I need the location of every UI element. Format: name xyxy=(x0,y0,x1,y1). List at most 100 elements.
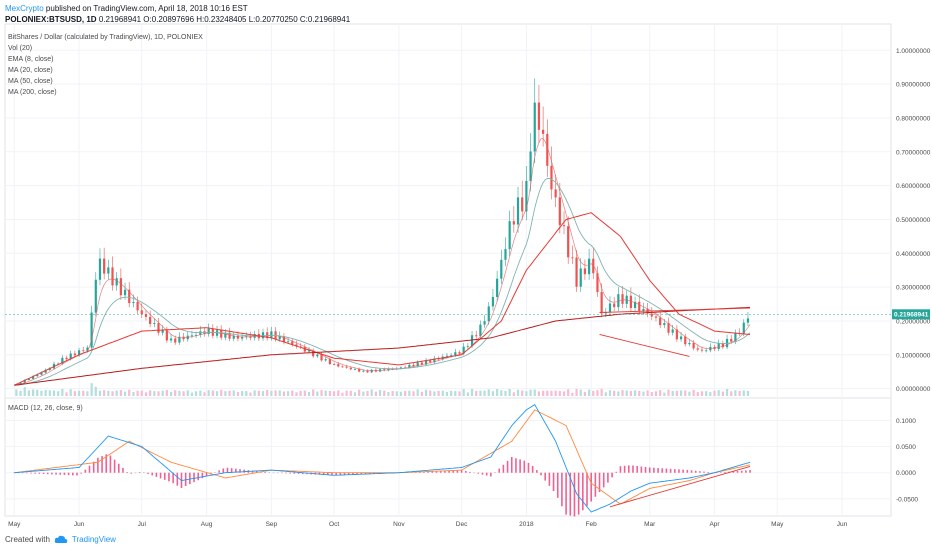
candle-body xyxy=(596,273,599,293)
macd-histogram-bar xyxy=(665,468,668,473)
volume-bar xyxy=(199,390,202,396)
macd-histogram-bar xyxy=(293,472,296,474)
candle-body xyxy=(500,259,503,279)
candle-body xyxy=(65,357,68,360)
candle-body xyxy=(107,267,110,274)
candle-body xyxy=(408,364,411,368)
macd-histogram-bar xyxy=(745,470,747,473)
price-tick-label: 0.90000000 xyxy=(896,82,931,89)
x-tick-label: Jun xyxy=(837,521,848,528)
volume-bar xyxy=(291,390,294,396)
volume-bar xyxy=(153,391,156,396)
macd-histogram-bar xyxy=(264,472,266,473)
candle-body xyxy=(353,369,357,370)
macd-histogram-bar xyxy=(623,465,626,473)
volume-bar xyxy=(86,391,89,396)
macd-tick-label: 0.1000 xyxy=(896,418,916,425)
macd-histogram-bar xyxy=(88,465,91,473)
candle-body xyxy=(236,335,240,339)
tradingview-brand[interactable]: TradingView xyxy=(71,535,116,544)
macd-histogram-bar xyxy=(536,470,538,473)
candle-body xyxy=(742,322,745,334)
volume-bar xyxy=(675,390,678,396)
candle-body xyxy=(328,359,332,365)
volume-bar xyxy=(633,390,637,396)
macd-legend[interactable]: MACD (12, 26, close, 9) xyxy=(8,405,83,412)
macd-histogram-bar xyxy=(423,471,425,473)
legend-item-ma20[interactable]: MA (20, close) xyxy=(8,67,53,74)
macd-histogram-bar xyxy=(193,472,195,483)
macd-histogram-bar xyxy=(339,472,342,476)
volume-bar xyxy=(650,392,653,396)
ma50-line xyxy=(14,212,751,386)
macd-histogram-bar xyxy=(356,472,358,475)
macd-histogram-bar xyxy=(531,465,534,473)
volume-bar xyxy=(303,390,306,396)
candle-body xyxy=(508,221,511,250)
candle-body xyxy=(479,324,482,337)
volume-bar xyxy=(61,388,64,396)
candle-body xyxy=(592,258,595,274)
macd-histogram-bar xyxy=(732,471,735,473)
macd-histogram-bar xyxy=(101,456,103,473)
candle-body xyxy=(429,360,432,363)
volume-bar xyxy=(725,389,729,396)
volume-bar xyxy=(249,392,252,396)
candle-body xyxy=(562,225,566,227)
candle-body xyxy=(27,378,31,381)
volume-bar xyxy=(111,391,114,396)
macd-histogram-bar xyxy=(38,472,41,474)
candle-body xyxy=(692,342,695,349)
candle-body xyxy=(659,317,662,326)
volume-bar xyxy=(450,390,453,396)
macd-histogram-bar xyxy=(51,472,53,475)
macd-histogram-bar xyxy=(155,472,158,477)
volume-bar xyxy=(642,391,645,396)
volume-bar xyxy=(671,390,674,396)
volume-bar xyxy=(479,390,482,396)
volume-bar xyxy=(713,390,716,396)
macd-histogram-bar xyxy=(189,472,191,485)
macd-histogram-bar xyxy=(469,471,471,473)
x-tick-label: 2018 xyxy=(519,521,534,528)
macd-histogram-bar xyxy=(628,465,630,473)
volume-bar xyxy=(48,390,51,396)
volume-bar xyxy=(316,391,319,396)
candle-body xyxy=(445,355,449,357)
volume-bar xyxy=(533,389,536,396)
macd-pane-frame xyxy=(4,397,892,517)
volume-bar xyxy=(278,390,281,396)
legend-item-ema8[interactable]: EMA (8, close) xyxy=(8,56,54,63)
volume-bar xyxy=(429,390,432,396)
macd-histogram-bar xyxy=(590,472,592,502)
macd-histogram-bar xyxy=(46,472,49,475)
volume-bar xyxy=(512,392,515,396)
volume-bar xyxy=(257,390,260,396)
support-trendline xyxy=(599,334,690,357)
volume-bar xyxy=(161,390,164,396)
candle-body xyxy=(629,295,632,308)
legend-item-vol[interactable]: Vol (20) xyxy=(8,45,32,52)
volume-bar xyxy=(433,391,436,396)
candle-body xyxy=(119,278,122,296)
volume-bar xyxy=(220,389,223,396)
volume-bar xyxy=(571,392,574,396)
price-tick-label: 0.60000000 xyxy=(896,183,931,190)
volume-bar xyxy=(575,388,578,396)
volume-bar xyxy=(52,390,56,396)
candle-body xyxy=(433,358,436,363)
candle-body xyxy=(349,367,352,370)
macd-histogram-bar xyxy=(163,472,166,480)
candle-layer xyxy=(15,78,750,386)
candle-body xyxy=(195,334,198,336)
author-link[interactable]: MexCrypto xyxy=(5,4,44,13)
macd-histogram-bar xyxy=(573,472,576,517)
legend-item-ma200[interactable]: MA (200, close) xyxy=(8,89,57,96)
volume-bar xyxy=(496,389,499,396)
legend-item-ma50[interactable]: MA (50, close) xyxy=(8,78,53,85)
volume-bar xyxy=(679,390,683,396)
candle-body xyxy=(307,350,311,352)
volume-bar xyxy=(516,389,520,396)
x-tick-label: Jul xyxy=(138,521,147,528)
